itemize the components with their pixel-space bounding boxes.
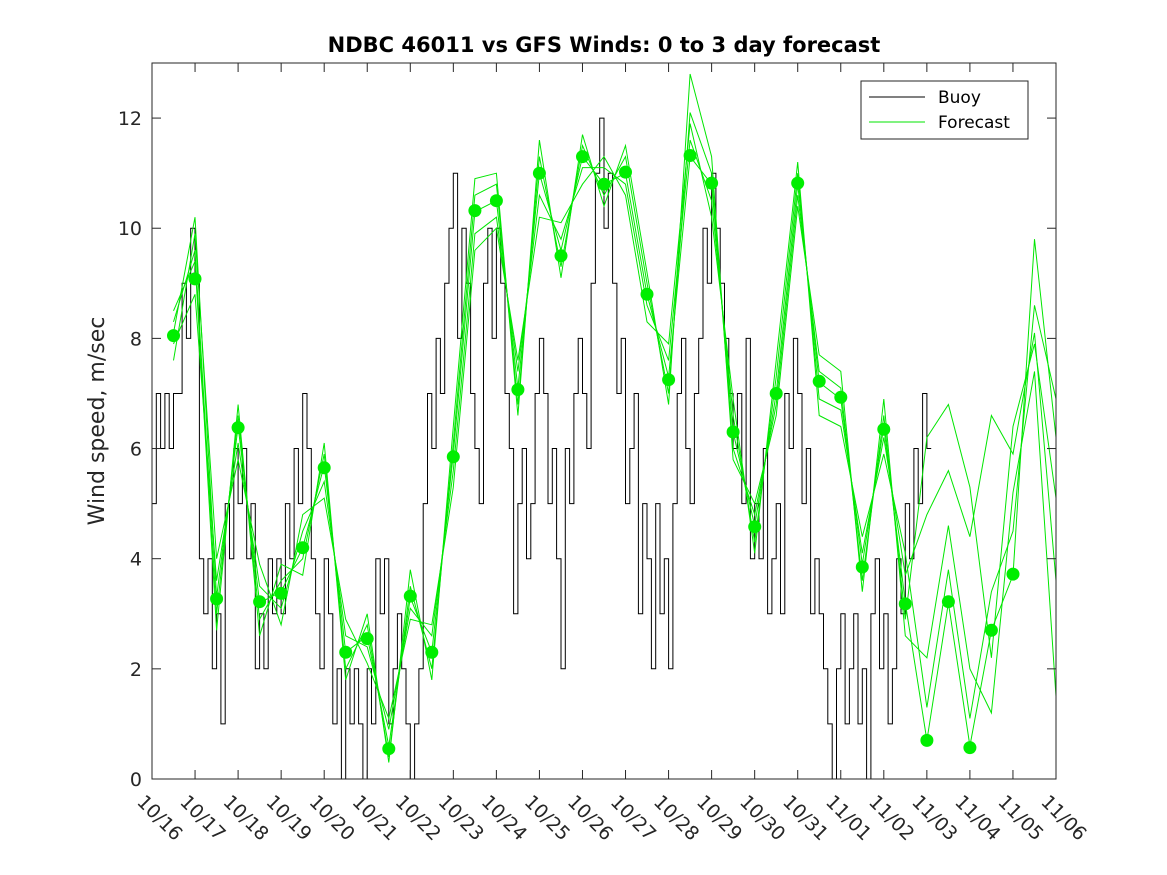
forecast-marker [941, 595, 955, 609]
forecast-marker [274, 586, 288, 600]
forecast-marker [834, 390, 848, 404]
forecast-marker [791, 176, 805, 190]
forecast-marker [360, 632, 374, 646]
y-tick-label: 0 [130, 769, 142, 791]
y-tick-label: 8 [130, 328, 142, 350]
forecast-marker [425, 645, 439, 659]
y-tick-label: 4 [130, 549, 142, 571]
forecast-marker [167, 329, 180, 343]
y-tick-label: 10 [118, 218, 142, 240]
forecast-marker [640, 287, 654, 301]
forecast-markers [167, 149, 1020, 756]
forecast-marker [920, 733, 934, 747]
forecast-marker [532, 166, 546, 180]
legend-label-buoy: Buoy [938, 88, 981, 108]
legend-label-forecast: Forecast [938, 113, 1010, 133]
forecast-marker [253, 595, 267, 609]
forecast-marker [446, 450, 460, 464]
y-tick-label: 2 [130, 659, 142, 681]
forecast-marker [662, 373, 676, 387]
legend-box [860, 80, 1029, 140]
buoy-series [152, 117, 932, 780]
forecast-marker [705, 176, 719, 190]
forecast-marker [877, 422, 891, 436]
y-tick-label: 6 [130, 439, 142, 461]
forecast-marker [489, 194, 503, 208]
forecast-marker [726, 425, 740, 439]
forecast-marker [683, 149, 697, 162]
forecast-marker [554, 249, 568, 263]
forecast-marker [984, 623, 998, 637]
forecast-marker [382, 742, 396, 756]
forecast-marker [769, 387, 783, 400]
legend: Buoy Forecast [860, 80, 1029, 140]
y-axis: 0 2 4 6 8 10 12 [118, 108, 1056, 791]
forecast-marker [468, 204, 482, 218]
forecast-marker [1006, 567, 1020, 581]
forecast-marker [963, 741, 977, 755]
chart-title: NDBC 46011 vs GFS Winds: 0 to 3 day fore… [328, 33, 881, 57]
forecast-marker [339, 645, 353, 659]
forecast-marker [296, 541, 310, 555]
forecast-marker [317, 461, 331, 475]
forecast-marker [210, 592, 224, 606]
forecast-marker [855, 560, 869, 574]
forecast-marker [576, 150, 589, 164]
forecast-marker [188, 272, 202, 286]
forecast-marker [619, 165, 632, 179]
forecast-marker [898, 597, 912, 611]
y-axis-label: Wind speed, m/sec [85, 317, 110, 526]
forecast-marker [511, 383, 525, 397]
forecast-marker [812, 374, 826, 388]
axes-frame [151, 62, 1057, 780]
forecast-line-1 [173, 155, 1057, 747]
plot-area: 10/1610/1710/1810/1910/2010/2110/2210/23… [118, 62, 1091, 845]
forecast-marker [403, 589, 417, 603]
forecast-marker [231, 421, 245, 435]
y-tick-label: 12 [118, 108, 142, 130]
forecast-marker [597, 177, 611, 191]
forecast-marker [748, 520, 762, 534]
buoy-line [152, 117, 932, 780]
